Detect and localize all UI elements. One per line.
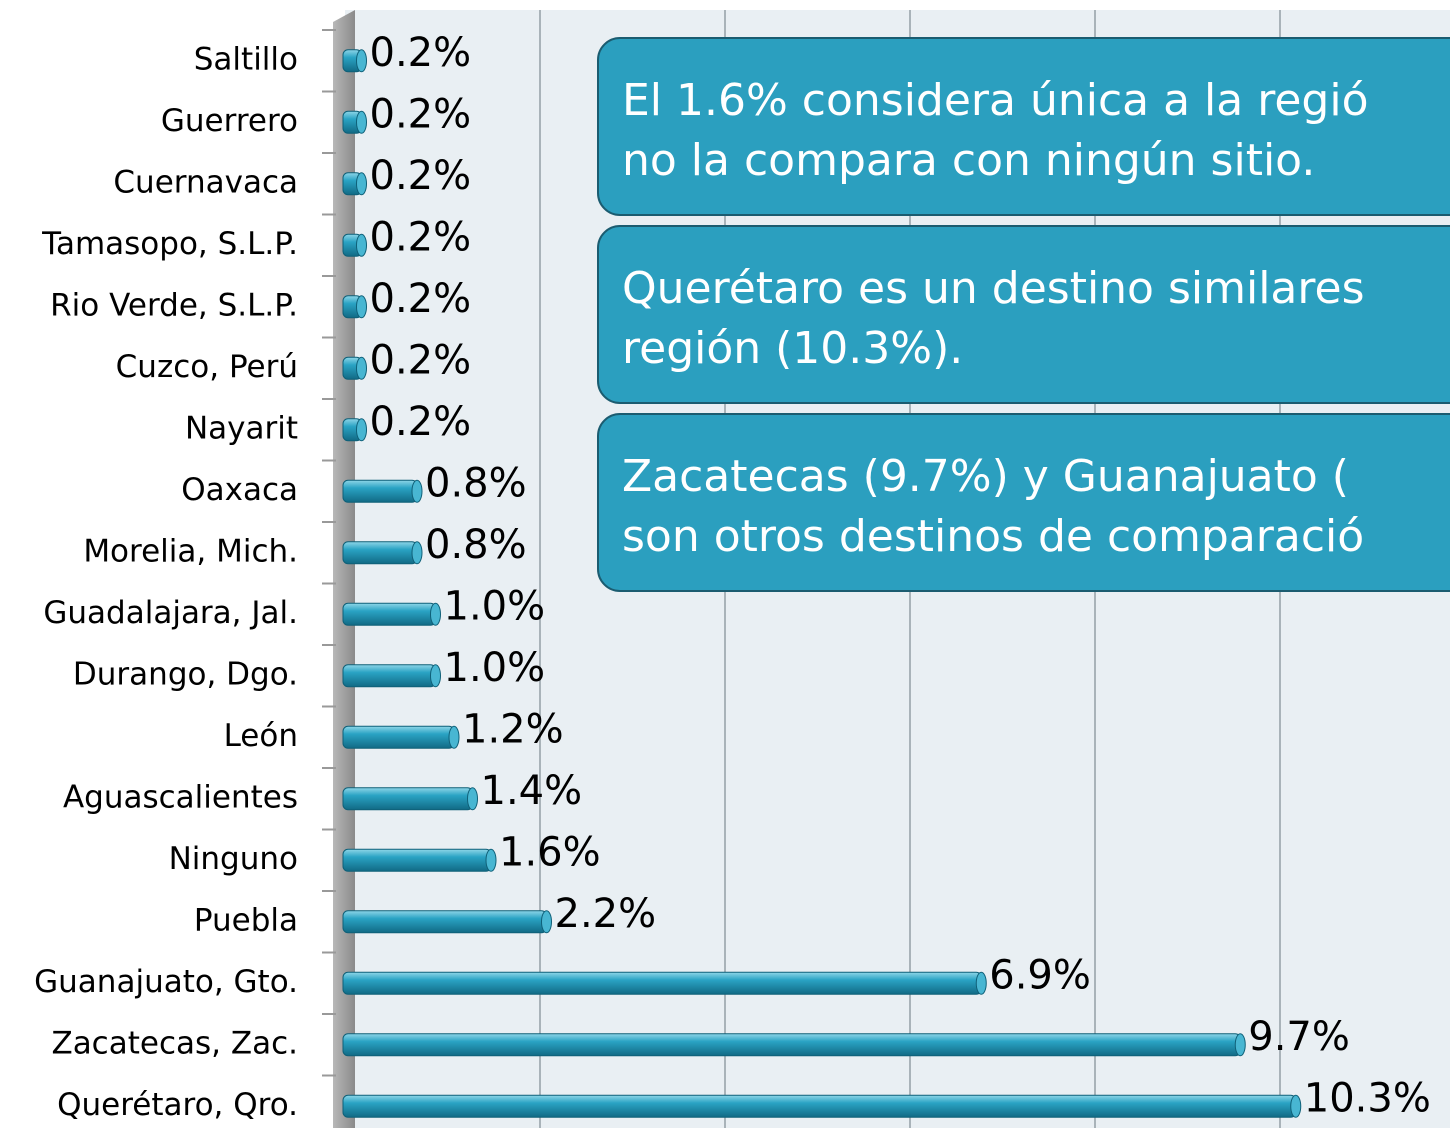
data-label: 6.9% bbox=[989, 952, 1091, 998]
bar bbox=[342, 541, 418, 565]
data-label: 0.2% bbox=[370, 276, 472, 322]
bar-cap bbox=[356, 233, 367, 257]
data-label: 0.8% bbox=[425, 522, 527, 568]
bar-cap bbox=[1234, 1033, 1246, 1057]
y-tick-label: Durango, Dgo. bbox=[73, 656, 298, 692]
y-tick-label: Cuernavaca bbox=[113, 164, 298, 200]
bar-cap bbox=[356, 172, 367, 196]
y-tick-label: Nayarit bbox=[185, 410, 298, 446]
y-tick-label: Ninguno bbox=[169, 841, 298, 877]
bar-cap bbox=[356, 418, 367, 442]
y-tick-label: Cuzco, Perú bbox=[116, 349, 298, 385]
data-label: 0.2% bbox=[370, 399, 472, 445]
bar-cap bbox=[430, 664, 441, 688]
bar bbox=[342, 664, 436, 688]
bar-cap bbox=[448, 725, 460, 749]
bar-cap bbox=[411, 479, 423, 503]
bar-cap bbox=[411, 541, 423, 565]
y-tick-label: Saltillo bbox=[194, 41, 298, 77]
y-tick-label: Zacatecas, Zac. bbox=[51, 1025, 298, 1061]
side-wall bbox=[333, 10, 355, 1128]
bar bbox=[342, 479, 418, 503]
callout-text: son otros destinos de comparació bbox=[622, 511, 1364, 562]
data-label: 1.2% bbox=[462, 706, 564, 752]
data-label: 0.8% bbox=[425, 460, 527, 506]
bar bbox=[342, 910, 547, 934]
data-label: 0.2% bbox=[370, 30, 472, 76]
y-tick-label: León bbox=[224, 718, 298, 754]
y-tick-label: Rio Verde, S.L.P. bbox=[50, 287, 298, 323]
bar-cap bbox=[356, 49, 367, 73]
bar-cap bbox=[467, 787, 478, 811]
data-label: 2.2% bbox=[555, 891, 657, 937]
bar bbox=[342, 725, 455, 749]
data-label: 0.2% bbox=[370, 337, 472, 383]
bar bbox=[342, 971, 982, 995]
callout-box bbox=[597, 413, 1450, 592]
bar-cap bbox=[356, 356, 367, 380]
bar bbox=[342, 848, 492, 872]
data-label: 10.3% bbox=[1304, 1075, 1431, 1121]
bar bbox=[342, 602, 436, 626]
bar-cap bbox=[430, 602, 441, 626]
data-label: 1.6% bbox=[499, 829, 601, 875]
bar bbox=[342, 787, 473, 811]
y-tick-label: Puebla bbox=[194, 902, 298, 938]
y-tick-label: Guanajuato, Gto. bbox=[34, 964, 298, 1000]
bar-cap bbox=[356, 295, 367, 319]
bar bbox=[342, 1033, 1241, 1057]
callout-text: El 1.6% considera única a la regió bbox=[622, 75, 1369, 126]
y-tick-label: Querétaro, Qro. bbox=[57, 1087, 298, 1123]
callout-box bbox=[597, 225, 1450, 404]
y-tick-label: Morelia, Mich. bbox=[83, 533, 298, 569]
y-tick-label: Tamasopo, S.L.P. bbox=[41, 226, 298, 262]
data-label: 0.2% bbox=[370, 91, 472, 137]
y-tick-label: Aguascalientes bbox=[63, 779, 298, 815]
callout-text: Zacatecas (9.7%) y Guanajuato ( bbox=[622, 451, 1349, 502]
bar-cap bbox=[975, 971, 987, 995]
data-label: 0.2% bbox=[370, 214, 472, 260]
data-label: 1.0% bbox=[444, 645, 546, 691]
bar bbox=[342, 1094, 1297, 1118]
callout-text: no la compara con ningún sitio. bbox=[622, 135, 1315, 186]
callout-text: región (10.3%). bbox=[622, 323, 963, 374]
y-tick-label: Guadalajara, Jal. bbox=[43, 595, 298, 631]
data-label: 1.0% bbox=[444, 583, 546, 629]
callout-box bbox=[597, 37, 1450, 216]
bar-cap bbox=[356, 110, 367, 134]
data-label: 1.4% bbox=[481, 768, 583, 814]
bar-cap bbox=[1290, 1094, 1302, 1118]
bar-cap bbox=[485, 848, 497, 872]
callout-text: Querétaro es un destino similares bbox=[622, 263, 1365, 314]
data-label: 0.2% bbox=[370, 153, 472, 199]
y-tick-label: Guerrero bbox=[161, 103, 298, 139]
data-label: 9.7% bbox=[1248, 1014, 1350, 1060]
y-tick-label: Oaxaca bbox=[181, 472, 298, 508]
bar-cap bbox=[541, 910, 552, 934]
